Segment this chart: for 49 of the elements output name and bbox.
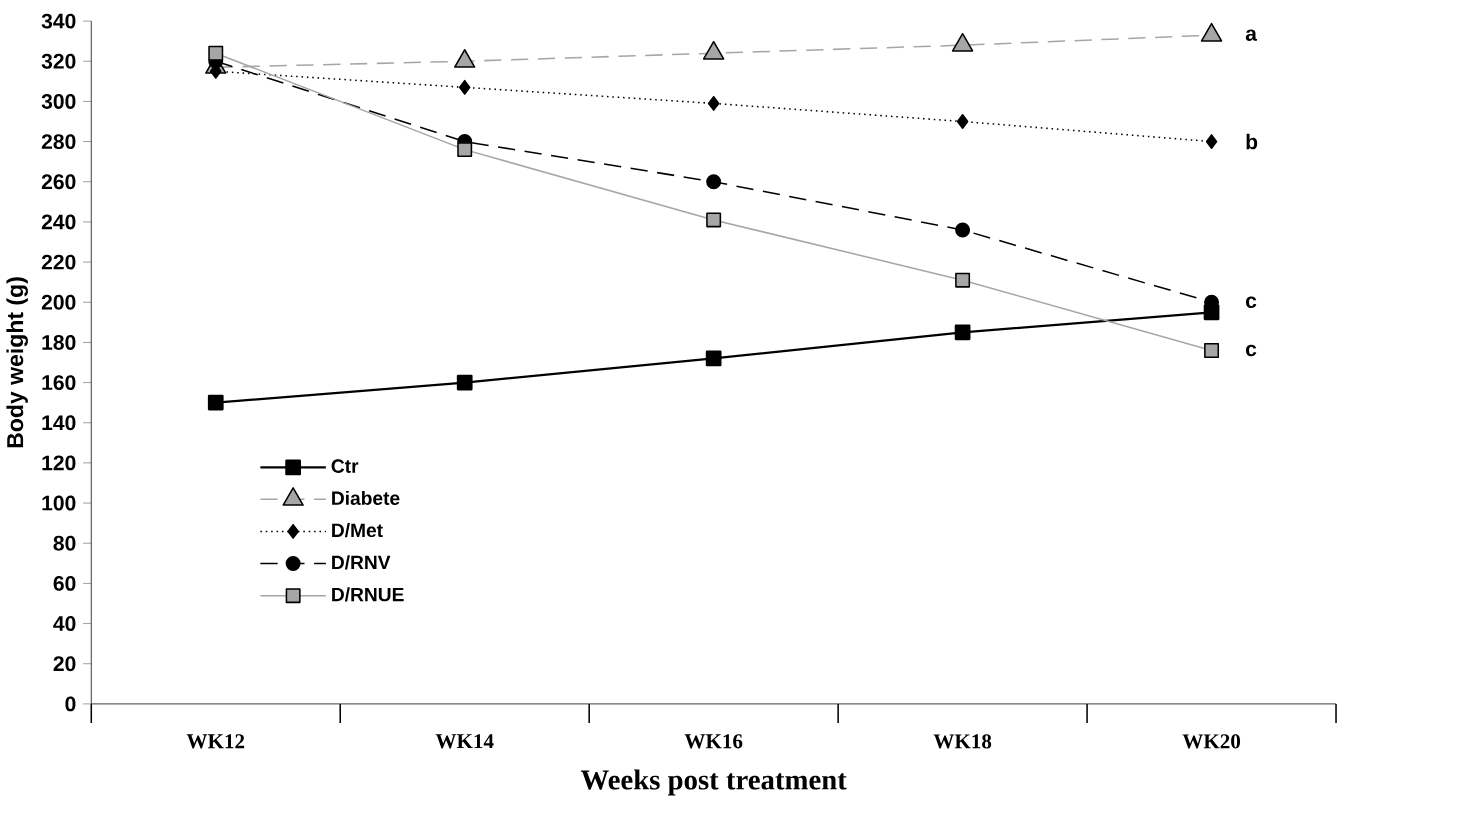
x-tick-label: WK12 xyxy=(186,734,245,749)
point xyxy=(955,272,971,288)
y-tick-label: 20 xyxy=(53,656,76,672)
y-tick-label: 60 xyxy=(53,575,76,591)
point xyxy=(706,174,722,190)
y-axis-title: Body weight (g) xyxy=(6,277,28,448)
annotation: c xyxy=(1245,296,1257,309)
y-tick-label: 260 xyxy=(41,174,76,190)
y-tick-label: 140 xyxy=(42,415,76,431)
x-tick-label: WK20 xyxy=(1182,734,1241,749)
x-tick-label: WK18 xyxy=(933,734,992,749)
annotation: b xyxy=(1246,133,1258,150)
y-tick-label: 120 xyxy=(42,455,76,471)
y-tick-label: 280 xyxy=(41,134,76,150)
y-tick-label: 100 xyxy=(42,495,76,511)
legend-label: D/RNUE xyxy=(332,587,404,602)
y-tick-label: 80 xyxy=(53,535,76,551)
point xyxy=(956,114,969,129)
point xyxy=(707,95,720,111)
y-tick-label: 320 xyxy=(41,53,76,69)
legend-label: Ctr xyxy=(331,459,359,473)
legend-label: Diabete xyxy=(332,490,400,505)
y-tick-label: 200 xyxy=(41,294,76,310)
y-tick-label: 40 xyxy=(53,616,76,632)
annotation: a xyxy=(1245,29,1258,41)
y-tick-label: 160 xyxy=(42,375,76,391)
point xyxy=(1205,134,1218,150)
y-tick-label: 220 xyxy=(41,254,76,270)
legend-label: D/RNV xyxy=(332,555,391,570)
point xyxy=(458,79,471,95)
y-tick-label: 340 xyxy=(41,13,76,29)
x-axis-title: Weeks post treatment xyxy=(580,769,847,796)
point xyxy=(208,45,224,61)
x-tick-label: WK14 xyxy=(435,734,494,749)
y-tick-label: 240 xyxy=(41,214,76,230)
point xyxy=(705,350,722,367)
annotation: c xyxy=(1245,344,1257,357)
point xyxy=(207,394,224,411)
point xyxy=(456,374,473,391)
point xyxy=(954,324,971,341)
point xyxy=(706,212,722,228)
y-tick-label: 0 xyxy=(65,696,76,712)
legend-label: D/Met xyxy=(332,523,383,538)
x-tick-label: WK16 xyxy=(684,734,743,749)
point xyxy=(1204,342,1220,358)
point xyxy=(457,142,473,158)
y-tick-label: 180 xyxy=(42,334,76,350)
point xyxy=(955,222,971,238)
y-tick-label: 300 xyxy=(41,93,76,109)
